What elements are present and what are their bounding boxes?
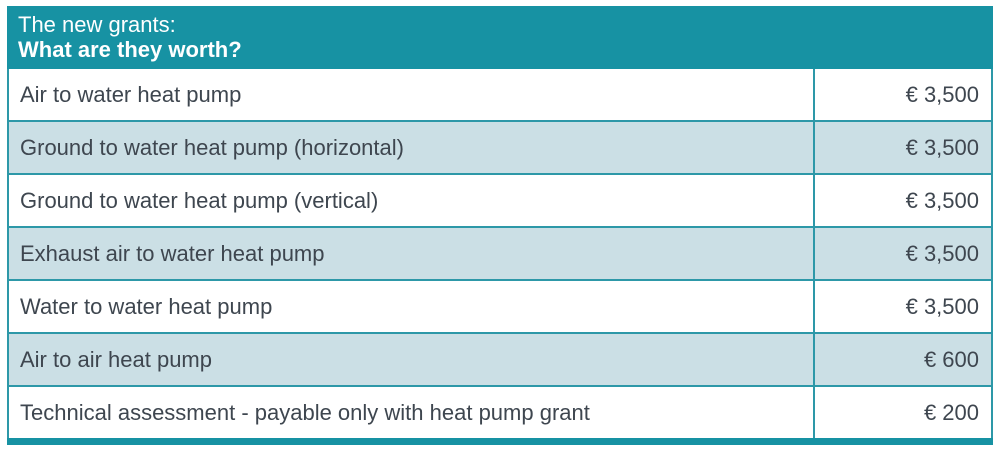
row-amount: € 3,500	[813, 69, 991, 120]
row-label: Exhaust air to water heat pump	[20, 240, 325, 266]
table-title-line-2: What are they worth?	[18, 37, 242, 62]
table-row: Air to water heat pump € 3,500	[9, 69, 991, 122]
row-label: Water to water heat pump	[20, 293, 273, 319]
table-bottom-bar	[7, 438, 993, 445]
row-amount: € 3,500	[813, 175, 991, 226]
table-row: Water to water heat pump € 3,500	[9, 281, 991, 334]
table-row: Ground to water heat pump (horizontal) €…	[9, 122, 991, 175]
grants-table: The new grants: What are they worth? Air…	[7, 6, 993, 445]
row-amount: € 3,500	[813, 122, 991, 173]
row-amount: € 200	[813, 387, 991, 438]
row-amount: € 3,500	[813, 281, 991, 332]
table-header: The new grants: What are they worth?	[7, 6, 993, 69]
row-amount: € 3,500	[813, 228, 991, 279]
table-row: Technical assessment - payable only with…	[9, 387, 991, 438]
table-body: Air to water heat pump € 3,500 Ground to…	[7, 69, 993, 438]
row-label: Technical assessment - payable only with…	[20, 399, 590, 425]
row-label: Air to air heat pump	[20, 346, 212, 372]
row-label: Air to water heat pump	[20, 81, 242, 107]
row-label: Ground to water heat pump (vertical)	[20, 187, 379, 213]
row-amount: € 600	[813, 334, 991, 385]
table-row: Air to air heat pump € 600	[9, 334, 991, 387]
table-row: Exhaust air to water heat pump € 3,500	[9, 228, 991, 281]
table-title-line-1: The new grants:	[18, 12, 176, 37]
table-row: Ground to water heat pump (vertical) € 3…	[9, 175, 991, 228]
row-label: Ground to water heat pump (horizontal)	[20, 134, 404, 160]
